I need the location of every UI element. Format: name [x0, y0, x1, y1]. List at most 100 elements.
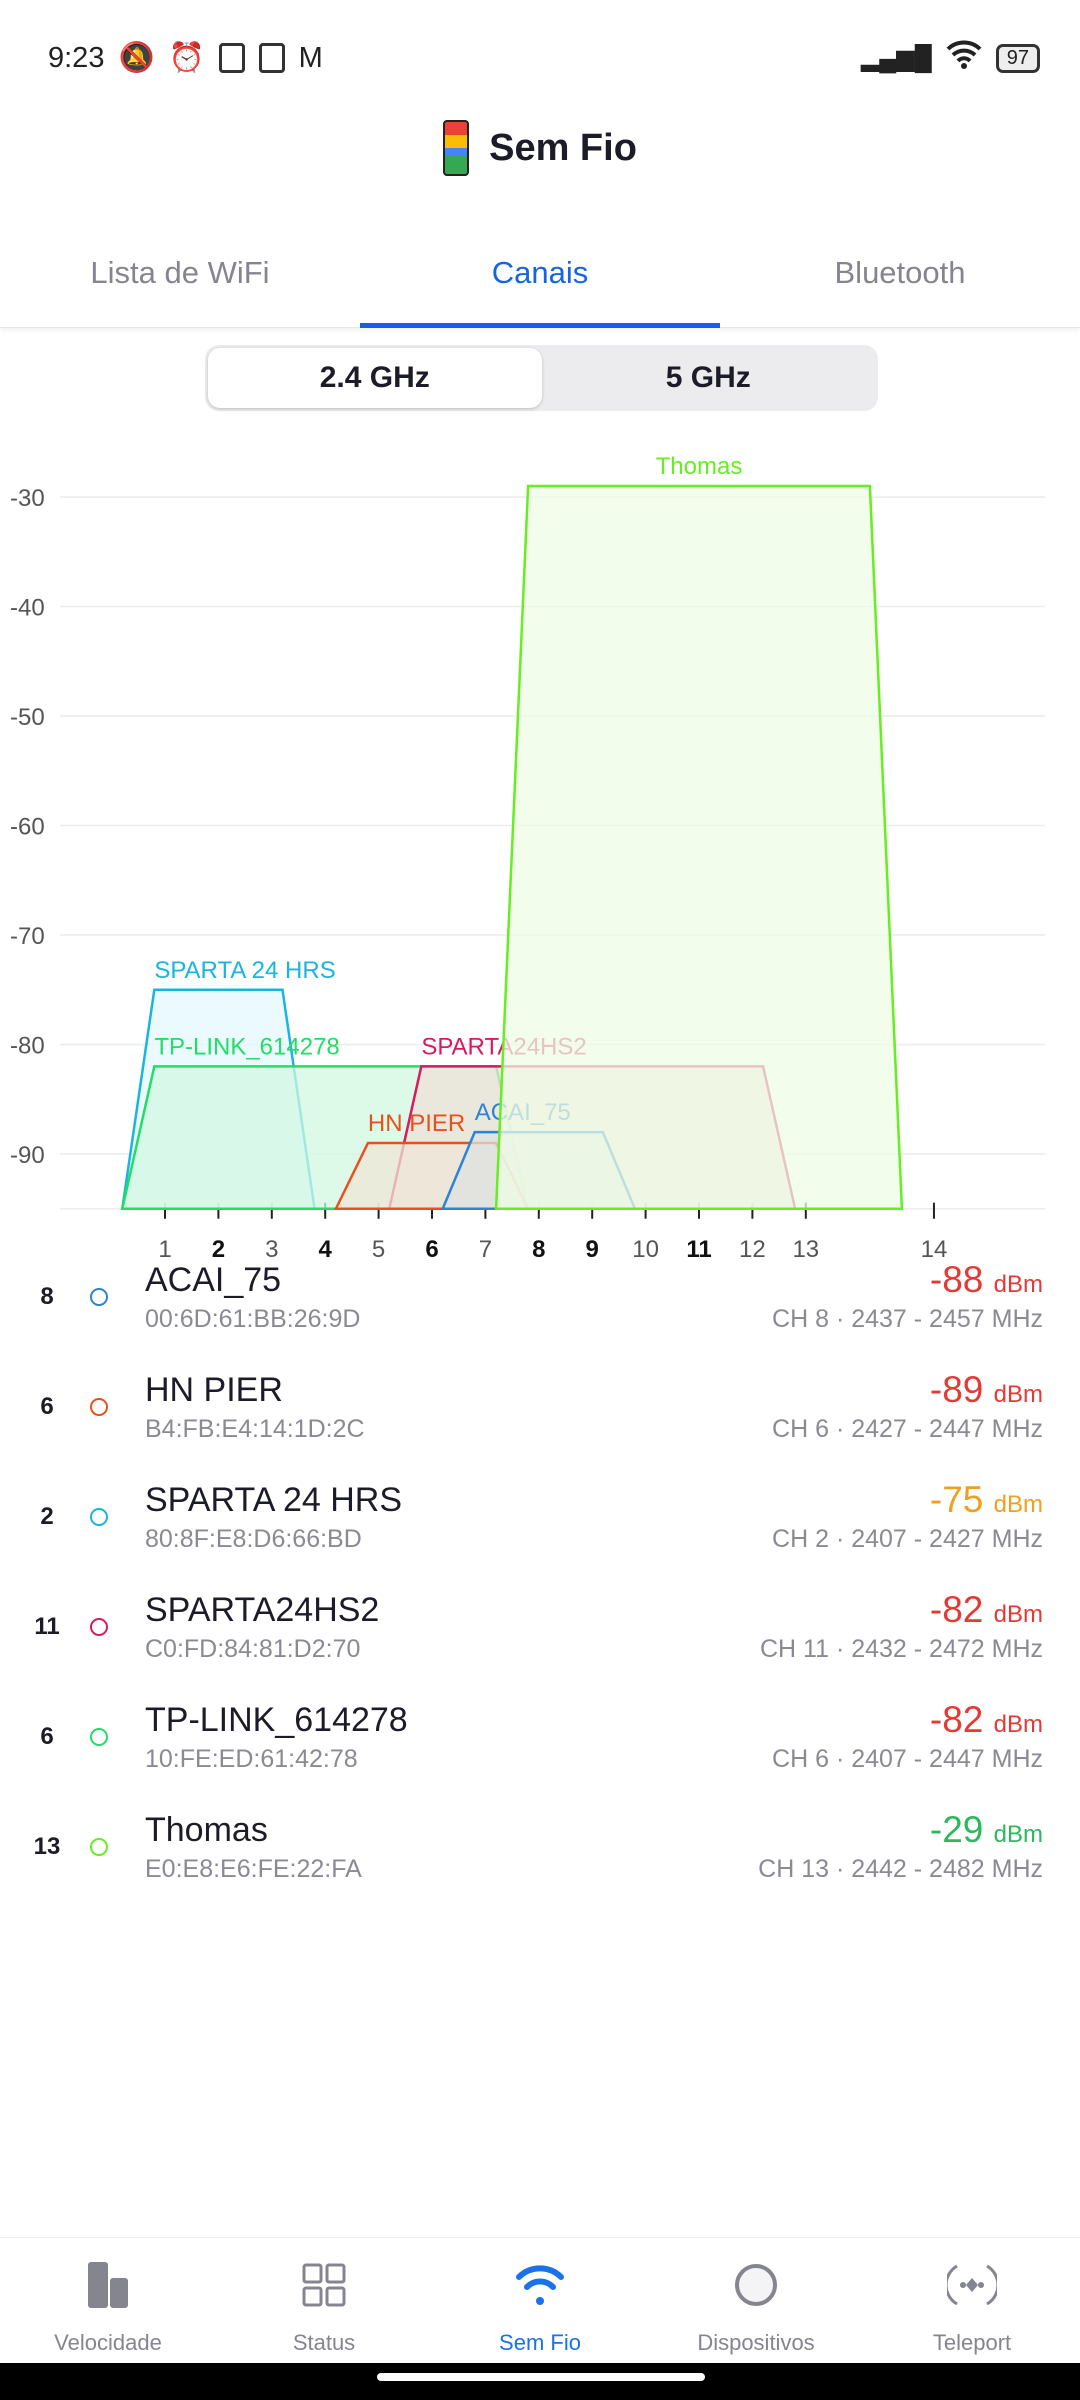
phone-logo-icon: [443, 120, 470, 176]
shop-icon: [258, 43, 285, 73]
dbm-value: -82: [929, 1699, 984, 1740]
channel-number: 6: [40, 1723, 54, 1750]
nav-teleport[interactable]: Teleport: [864, 2238, 1080, 2363]
page-title: Sem Fio: [489, 126, 637, 169]
channel-number: 13: [33, 1833, 61, 1860]
nav-sem-fio[interactable]: Sem Fio: [432, 2238, 648, 2363]
x-tick-label: 10: [632, 1236, 659, 1260]
dbm-unit: dBm: [993, 1381, 1043, 1408]
network-name: SPARTA24HS2: [145, 1591, 380, 1629]
dbm-value: -88: [929, 1259, 984, 1300]
nav-label: Velocidade: [54, 2330, 162, 2355]
network-color-dot: [90, 1728, 108, 1746]
bar-chart-icon: [0, 2260, 216, 2310]
nav-velocidade[interactable]: Velocidade: [0, 2238, 216, 2363]
channel-number: 6: [40, 1393, 54, 1420]
x-tick-label: 4: [319, 1236, 333, 1260]
circle-icon: [648, 2260, 864, 2310]
network-row[interactable]: 6 TP-LINK_614278 10:FE:ED:61:42:78 -82 d…: [0, 1685, 1080, 1795]
mac-address: B4:FB:E4:14:1D:2C: [145, 1415, 365, 1443]
dbm-value: -29: [929, 1809, 984, 1850]
bottom-nav: Velocidade Status Sem Fio Dispositivos T…: [0, 2237, 1080, 2363]
dbm-value: -82: [929, 1589, 984, 1630]
wifi-icon: [432, 2260, 648, 2310]
channel-info: CH 6 · 2407 - 2447 MHz: [772, 1745, 1043, 1773]
mac-address: 80:8F:E8:D6:66:BD: [145, 1525, 362, 1553]
network-color-dot: [90, 1508, 108, 1526]
channel-info: CH 11 · 2432 - 2472 MHz: [760, 1635, 1043, 1663]
network-color-dot: [90, 1288, 108, 1306]
x-tick-label: 11: [686, 1236, 711, 1260]
wifi-status-icon: [946, 39, 982, 77]
x-tick-label: 12: [739, 1236, 766, 1260]
gmail-icon: M: [298, 41, 323, 74]
series-label: TP-LINK_614278: [154, 1033, 339, 1060]
band-5ghz-button[interactable]: 5 GHz: [665, 361, 751, 394]
clock: 9:23: [48, 41, 105, 74]
home-handle[interactable]: [377, 2373, 705, 2381]
dbm-value: -75: [929, 1479, 984, 1520]
dbm-unit: dBm: [993, 1271, 1043, 1298]
x-tick-label: 14: [921, 1236, 948, 1260]
battery-icon: 97: [995, 43, 1040, 73]
channel-number: 8: [40, 1283, 54, 1310]
signal-strength: -82 dBm: [930, 1589, 1043, 1631]
x-tick-label: 7: [479, 1236, 492, 1260]
tab-bluetooth[interactable]: Bluetooth: [834, 255, 966, 290]
dbm-unit: dBm: [993, 1821, 1043, 1848]
x-tick-label: 13: [792, 1236, 819, 1260]
network-row[interactable]: 11 SPARTA24HS2 C0:FD:84:81:D2:70 -82 dBm…: [0, 1575, 1080, 1685]
x-tick-label: 1: [158, 1236, 171, 1260]
network-color-dot: [90, 1398, 108, 1416]
teleport-icon: [864, 2260, 1080, 2310]
network-name: HN PIER: [145, 1371, 283, 1409]
signal-strength: -89 dBm: [930, 1369, 1043, 1411]
dbm-unit: dBm: [993, 1491, 1043, 1518]
tab-channels[interactable]: Canais: [360, 230, 720, 328]
nav-label: Sem Fio: [499, 2330, 581, 2355]
y-tick-label: -70: [10, 923, 45, 950]
network-name: ACAI_75: [145, 1261, 282, 1299]
network-row[interactable]: 13 Thomas E0:E8:E6:FE:22:FA -29 dBm CH 1…: [0, 1795, 1080, 1905]
y-tick-label: -90: [10, 1142, 45, 1169]
network-row[interactable]: 8 ACAI_75 00:6D:61:BB:26:9D -88 dBm CH 8…: [0, 1245, 1080, 1355]
mac-address: 00:6D:61:BB:26:9D: [145, 1305, 361, 1333]
nav-label: Teleport: [932, 2330, 1012, 2355]
y-tick-label: -40: [10, 595, 45, 622]
y-tick-label: -30: [10, 485, 45, 512]
gesture-bar: [0, 2363, 1080, 2400]
network-color-dot: [90, 1838, 108, 1856]
tab-bar: Lista de WiFi Canais Bluetooth: [0, 230, 1080, 328]
series-label: Thomas: [656, 453, 743, 480]
nav-status[interactable]: Status: [216, 2238, 432, 2363]
series-label: SPARTA 24 HRS: [154, 957, 335, 984]
network-row[interactable]: 2 SPARTA 24 HRS 80:8F:E8:D6:66:BD -75 dB…: [0, 1465, 1080, 1575]
app-header: Sem Fio: [0, 120, 1080, 176]
mac-address: E0:E8:E6:FE:22:FA: [145, 1855, 362, 1883]
dbm-unit: dBm: [993, 1711, 1043, 1738]
series-label: HN PIER: [368, 1110, 465, 1137]
alarm-icon: ⏰: [168, 42, 205, 74]
grid-icon: [216, 2260, 432, 2310]
network-name: TP-LINK_614278: [145, 1701, 408, 1739]
network-name: Thomas: [145, 1811, 268, 1849]
network-row[interactable]: 6 HN PIER B4:FB:E4:14:1D:2C -89 dBm CH 6…: [0, 1355, 1080, 1465]
mac-address: 10:FE:ED:61:42:78: [145, 1745, 358, 1773]
network-name: SPARTA 24 HRS: [145, 1481, 402, 1519]
nav-dispositivos[interactable]: Dispositivos: [648, 2238, 864, 2363]
x-tick-label: 9: [586, 1236, 599, 1260]
y-tick-label: -60: [10, 814, 45, 841]
channel-info: CH 2 · 2407 - 2427 MHz: [772, 1525, 1043, 1553]
channel-info: CH 8 · 2437 - 2457 MHz: [772, 1305, 1043, 1333]
mute-icon: 🔕: [118, 42, 155, 74]
band-2-4ghz-button[interactable]: 2.4 GHz: [208, 348, 542, 408]
x-tick-label: 6: [425, 1236, 438, 1260]
channel-info: CH 13 · 2442 - 2482 MHz: [758, 1855, 1043, 1883]
tab-wifi-list[interactable]: Lista de WiFi: [90, 255, 270, 290]
x-tick-label: 3: [265, 1236, 278, 1260]
band-toggle: 2.4 GHz 5 GHz: [205, 345, 878, 411]
nfc-icon: [218, 43, 245, 73]
dbm-unit: dBm: [993, 1601, 1043, 1628]
channel-chart: -30-40-50-60-70-80-901 2 3 4 5 6 7 8 9 10 11 12 13 14…: [10, 453, 1045, 1260]
signal-strength: -82 dBm: [930, 1699, 1043, 1741]
